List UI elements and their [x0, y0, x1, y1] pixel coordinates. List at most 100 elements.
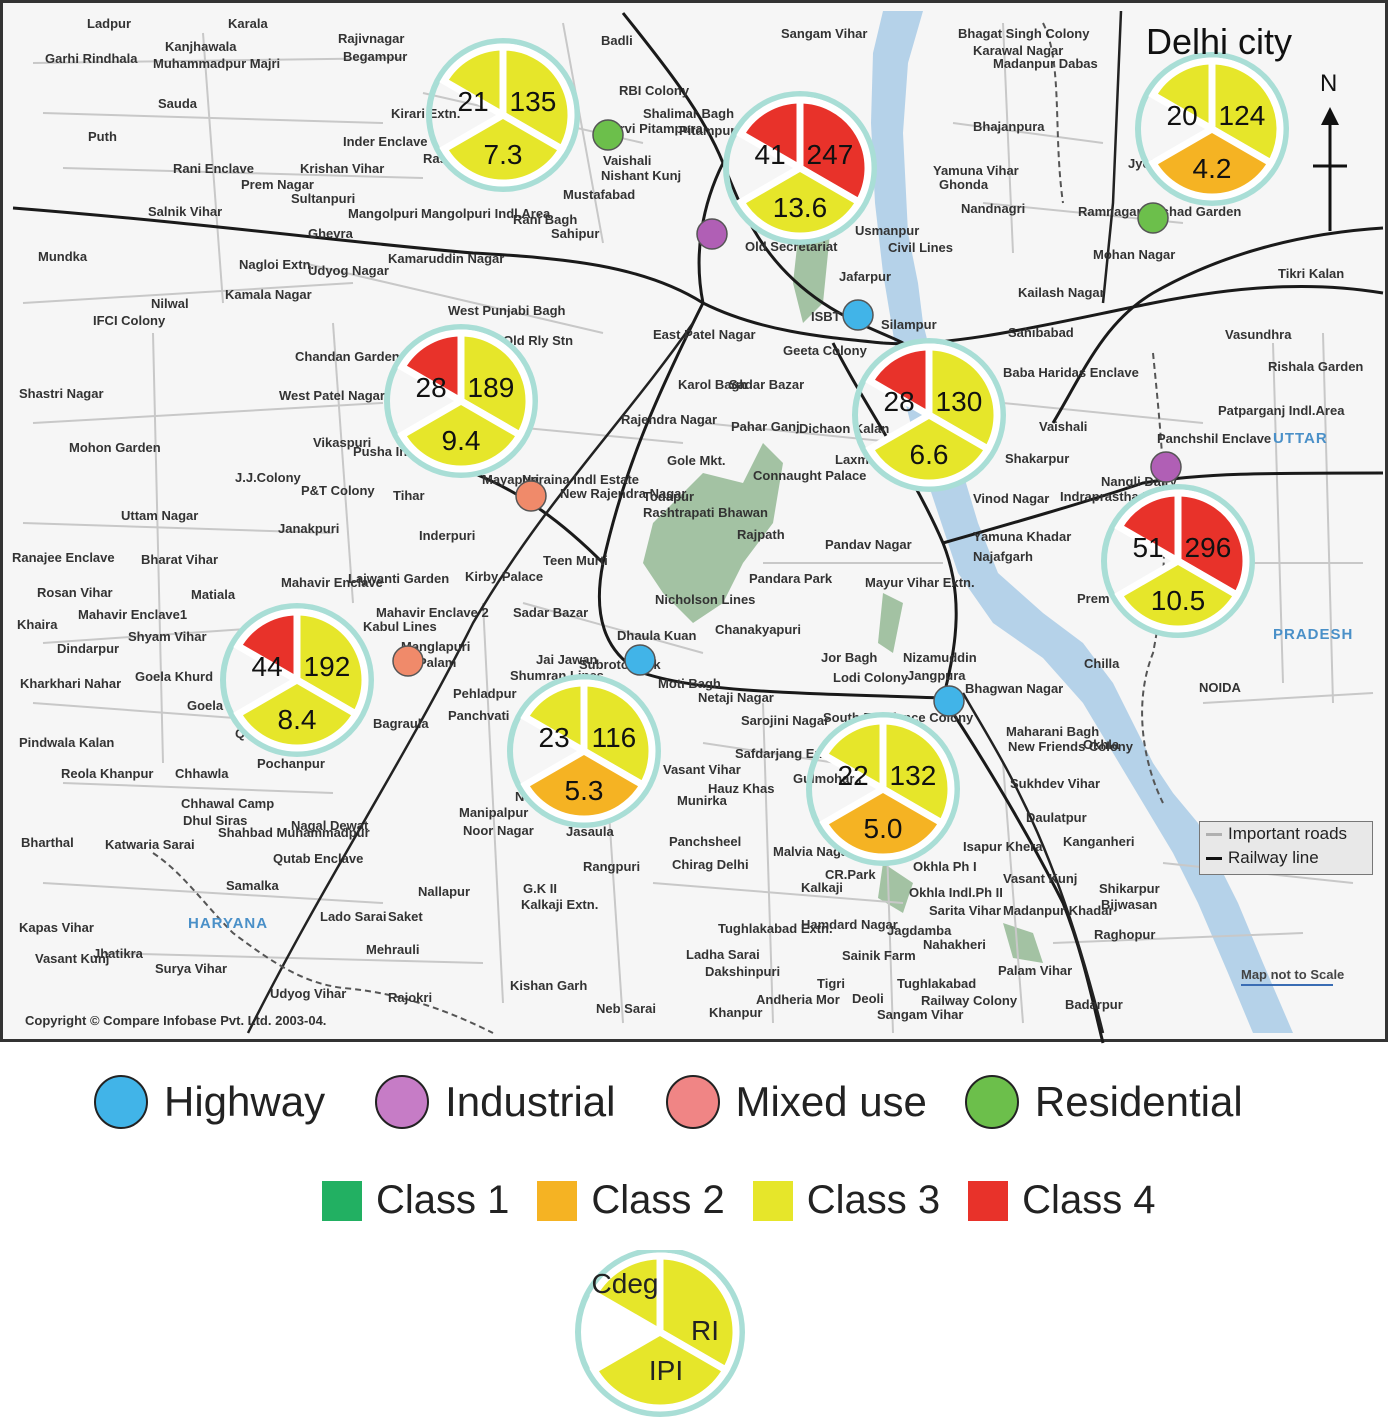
place-label: Bagraula: [373, 716, 429, 731]
class-1-swatch: [322, 1180, 362, 1221]
legend-item-class-3: Class 3: [752, 1178, 941, 1223]
place-label: Munirka: [677, 793, 728, 808]
place-label: Pandara Park: [749, 571, 833, 586]
street: [652, 882, 904, 904]
street: [952, 122, 1104, 144]
class-label: Class 3: [806, 1178, 941, 1222]
cdeg-value: 21: [458, 86, 489, 117]
street: [1002, 22, 1014, 254]
place-label: Salnik Vihar: [148, 204, 222, 219]
place-label: Pindwala Kalan: [19, 735, 114, 750]
key-cdeg-label: Cdeg: [592, 1268, 659, 1299]
place-label: Pochanpur: [257, 756, 325, 771]
legend-label: Highway: [164, 1078, 326, 1125]
legend-item-class-4: Class 4: [968, 1178, 1156, 1223]
site-type-legend: Highway Industrial Mixed use Residential: [94, 1075, 1243, 1129]
region-label-uttar: UTTAR: [1273, 430, 1328, 447]
street: [152, 332, 164, 764]
place-label: Isapur Khera: [963, 839, 1043, 854]
place-label: Okhla Ph I: [913, 859, 977, 874]
ri-value: 192: [304, 651, 351, 682]
place-label: Neb Sarai: [596, 1001, 656, 1016]
cdeg-value: 22: [838, 760, 869, 791]
street: [32, 57, 404, 64]
place-label: Sauda: [158, 96, 198, 111]
place-label: Noor Nagar: [463, 823, 534, 838]
place-label: Kharkhari Nahar: [20, 676, 121, 691]
legend-item-mixed-use: Mixed use: [665, 1075, 927, 1129]
legend-label: Mixed use: [735, 1078, 927, 1125]
site-dot-highway: [624, 644, 656, 676]
index-pie: 44 192 8.4: [220, 603, 374, 757]
highway-dot-icon: [94, 1075, 148, 1129]
index-pie: 20 124 4.2: [1135, 52, 1289, 206]
place-label: Panchsheel: [669, 834, 741, 849]
place-label: P&T Colony: [301, 483, 375, 498]
place-label: J.J.Colony: [235, 470, 302, 485]
place-label: Kishan Garh: [510, 978, 587, 993]
place-label: Shakarpur: [1005, 451, 1069, 466]
ipi-segment: [865, 410, 993, 487]
street: [332, 322, 354, 604]
place-label: Raghopur: [1094, 927, 1155, 942]
place-label: Mundka: [38, 249, 88, 264]
ipi-value: 4.2: [1193, 153, 1232, 184]
ri-value: 296: [1185, 532, 1232, 563]
place-label: Sarojini Nagar: [741, 713, 829, 728]
place-label: Kabul Lines: [363, 619, 437, 634]
class-4-swatch: [968, 1180, 1009, 1221]
ipi-value: 9.4: [442, 425, 481, 456]
place-label: Patparganj Indl.Area: [1218, 403, 1345, 418]
place-label: Dakshinpuri: [705, 964, 780, 979]
place-label: Vikaspuri: [313, 435, 371, 450]
place-label: Nizamuddin: [903, 650, 977, 665]
place-label: Rashtrapati Bhawan: [643, 505, 768, 520]
street: [1052, 932, 1304, 944]
place-label: Chhawal Camp: [181, 796, 274, 811]
place-label: Palam Vihar: [998, 963, 1072, 978]
ipi-segment: [589, 1327, 731, 1412]
place-label: Andheria Mor: [756, 992, 840, 1007]
copyright-text: Copyright © Compare Infobase Pvt. Ltd. 2…: [25, 1013, 326, 1028]
place-label: Ghevra: [308, 226, 354, 241]
place-label: NOIDA: [1199, 680, 1242, 695]
place-label: Tughlakabad Extn.: [718, 921, 833, 936]
place-label: Mahavir Enclave 2: [376, 605, 489, 620]
street: [522, 602, 704, 654]
ipi-segment: [439, 110, 567, 187]
north-label: N: [1320, 70, 1337, 97]
pie-ring: [384, 324, 538, 478]
street: [22, 522, 334, 534]
place-label: Bharat Vihar: [141, 552, 218, 567]
park-area: [878, 593, 903, 653]
place-label: Kailash Nagar: [1018, 285, 1105, 300]
place-label: Nilwal: [151, 296, 189, 311]
place-label: Teen Murti: [543, 553, 608, 568]
cdeg-value: 20: [1167, 100, 1198, 131]
ri-value: 135: [510, 86, 557, 117]
map-title: Delhi city: [1146, 21, 1292, 62]
index-pie: 21 135 7.3: [426, 38, 580, 192]
place-label: Okhla: [1083, 737, 1120, 752]
place-label: Rajendra Nagar: [621, 412, 717, 427]
place-label: Lodi Colony: [833, 670, 909, 685]
place-label: Chanakyapuri: [715, 622, 801, 637]
place-label: Tughlakabad: [897, 976, 976, 991]
place-label: Rishala Garden: [1268, 359, 1363, 374]
place-label: Shyam Vihar: [128, 629, 207, 644]
index-pie: 28 130 6.6: [852, 338, 1006, 492]
cdeg-value: 23: [539, 722, 570, 753]
ridge-forest: [643, 443, 783, 623]
place-label: Mangolpuri: [348, 206, 418, 221]
place-label: Rangpuri: [583, 859, 640, 874]
site-dot-residential: [1137, 202, 1169, 234]
place-label: Maharani Bagh: [1006, 724, 1099, 739]
index-pie: 22 132 5.0: [806, 712, 960, 866]
place-label: Silampur: [881, 317, 937, 332]
place-label: Dichaon Kalan: [799, 421, 889, 436]
index-pie: 51 296 10.5: [1101, 484, 1255, 638]
place-label: New Friends Colony: [1008, 739, 1134, 754]
place-label: Shalimar Bagh: [643, 106, 734, 121]
place-label: Todapur: [643, 489, 694, 504]
place-label: Purvi Pitampura: [603, 121, 703, 136]
